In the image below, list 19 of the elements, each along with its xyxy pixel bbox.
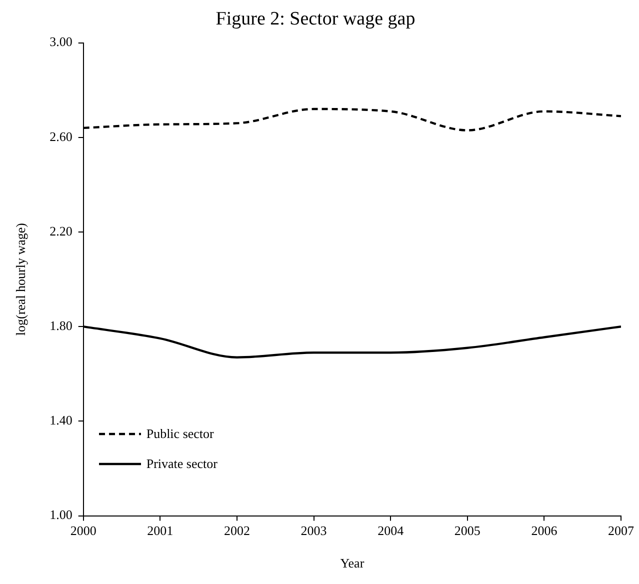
y-axis-title: log(real hourly wage) [13, 222, 28, 336]
x-tick-label: 2001 [147, 523, 174, 538]
chart-title: Figure 2: Sector wage gap [216, 8, 416, 30]
legend-label: Private sector [146, 456, 218, 472]
x-tick-label: 2000 [70, 523, 96, 538]
y-tick-label: 1.40 [50, 412, 72, 428]
x-tick-label: 2006 [531, 523, 558, 538]
x-tick-label: 2005 [454, 523, 480, 538]
y-tick-label: 2.60 [50, 128, 72, 144]
x-axis-title: Year [340, 556, 365, 571]
y-tick-label: 3.00 [50, 34, 72, 50]
x-tick-label: 2004 [378, 523, 404, 538]
y-tick-label: 1.80 [50, 318, 72, 334]
x-tick-label: 2003 [300, 523, 327, 538]
y-tick-label: 2.20 [50, 223, 72, 238]
x-tick-label: 2002 [224, 523, 250, 538]
x-tick-label: 2007 [608, 523, 634, 538]
y-tick-label: 1.00 [50, 507, 72, 522]
legend-label: Public sector [146, 426, 214, 442]
